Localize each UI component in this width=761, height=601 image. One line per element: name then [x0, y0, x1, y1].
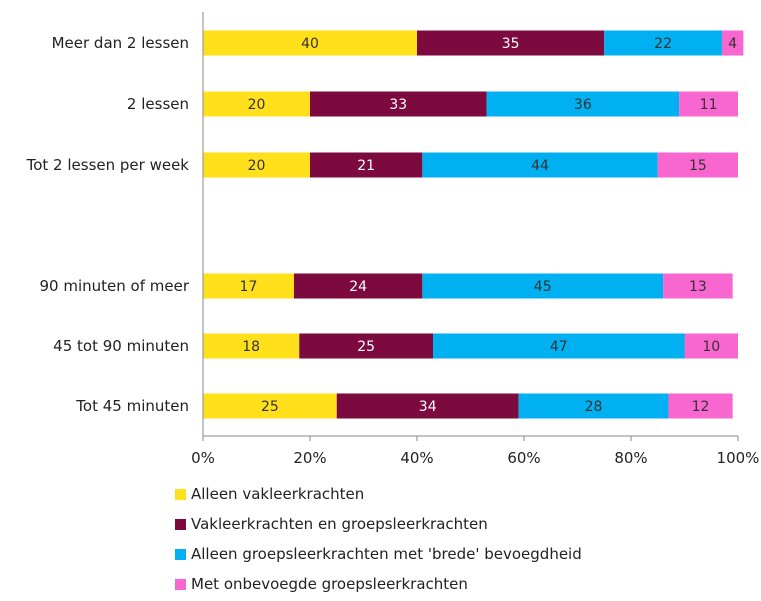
bar-segment [203, 152, 310, 178]
bars-group: 40 35 22 4 20 33 36 11 20 21 44 15 17 24 45 13 18 25 47 10 2… [203, 30, 744, 419]
legend-swatch [175, 518, 186, 530]
category-label: 2 lessen [127, 95, 189, 113]
bar-segment [518, 393, 669, 419]
x-tick-label: 100% [717, 449, 760, 467]
bar-segment [203, 91, 310, 117]
data-label: 47 [550, 339, 568, 355]
bar-segment [293, 273, 423, 299]
category-label: Meer dan 2 lessen [52, 34, 189, 52]
legend-swatch [175, 488, 186, 500]
bar-segment [663, 273, 733, 299]
legend-item: Vakleerkrachten en groepsleerkrachten [175, 515, 488, 533]
data-label: 28 [585, 399, 603, 415]
data-label: 20 [248, 158, 266, 174]
category-label: Tot 45 minuten [75, 397, 189, 415]
x-tick-label: 40% [400, 449, 433, 467]
bar-segment [422, 152, 658, 178]
legend-item: Met onbevoegde groepsleerkrachten [175, 575, 468, 593]
bar-segment [684, 333, 738, 359]
x-tick-label: 0% [191, 449, 215, 467]
data-label: 21 [357, 158, 375, 174]
legend-swatch [175, 548, 186, 560]
data-label: 34 [419, 399, 437, 415]
category-label: 45 tot 90 minuten [53, 337, 189, 355]
data-label: 17 [240, 279, 258, 295]
legend-label: Met onbevoegde groepsleerkrachten [191, 575, 468, 593]
bar-segment [310, 152, 423, 178]
data-label: 15 [689, 158, 707, 174]
bar-segment [203, 30, 417, 56]
bar-segment [299, 333, 434, 359]
x-tick-label: 20% [293, 449, 326, 467]
bar-segment [486, 91, 680, 117]
data-label: 35 [502, 36, 520, 52]
x-tick-label: 60% [507, 449, 540, 467]
data-label: 13 [689, 279, 707, 295]
data-label: 33 [389, 97, 407, 113]
data-label: 40 [301, 36, 319, 52]
data-label: 24 [349, 279, 367, 295]
legend-label: Alleen vakleerkrachten [191, 485, 365, 503]
data-label: 20 [248, 97, 266, 113]
x-tick-label: 80% [614, 449, 647, 467]
bar-segment [721, 30, 744, 56]
bar-segment [433, 333, 685, 359]
bar-segment [310, 91, 487, 117]
bar-segment [604, 30, 722, 56]
legend-item: Alleen groepsleerkrachten met 'brede' be… [175, 545, 582, 563]
data-label: 22 [654, 36, 672, 52]
bar-segment [417, 30, 605, 56]
bar-segment [203, 393, 337, 419]
data-label: 36 [574, 97, 592, 113]
data-label: 12 [692, 399, 710, 415]
bar-segment [203, 333, 300, 359]
data-label: 25 [357, 339, 375, 355]
data-label: 25 [261, 399, 279, 415]
data-label: 10 [702, 339, 720, 355]
data-label: 44 [531, 158, 549, 174]
category-label: Tot 2 lessen per week [26, 156, 190, 174]
bar-segment [679, 91, 738, 117]
x-axis-group: 0% 20% 40% 60% 80% 100% [191, 12, 759, 467]
bar-segment [203, 273, 294, 299]
data-label: 18 [242, 339, 260, 355]
bar-segment [657, 152, 738, 178]
category-label: 90 minuten of meer [40, 277, 190, 295]
data-label: 45 [534, 279, 552, 295]
bar-segment [668, 393, 733, 419]
data-label: 11 [700, 97, 718, 113]
legend-label: Alleen groepsleerkrachten met 'brede' be… [191, 545, 582, 563]
category-labels-group: Meer dan 2 lessen 2 lessen Tot 2 lessen pe… [26, 34, 190, 415]
legend-swatch [175, 578, 186, 590]
data-label: 4 [728, 36, 737, 52]
legend-label: Vakleerkrachten en groepsleerkrachten [191, 515, 488, 533]
legend-item: Alleen vakleerkrachten [175, 485, 364, 503]
bar-segment [422, 273, 664, 299]
bar-segment [336, 393, 519, 419]
